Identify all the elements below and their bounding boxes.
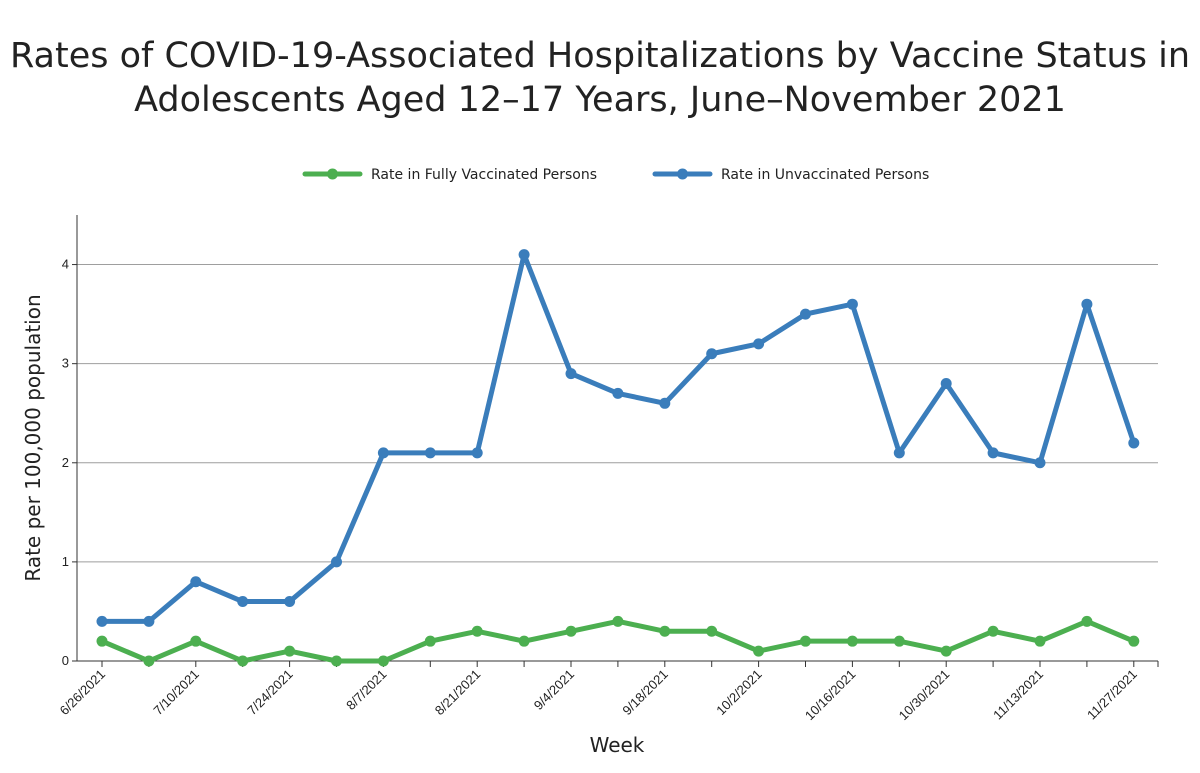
y-axis-title: Rate per 100,000 population (21, 294, 45, 581)
chart-title-line-2: Adolescents Aged 12–17 Years, June–Novem… (134, 80, 1066, 120)
data-point (143, 615, 155, 627)
data-point (190, 635, 202, 647)
data-point (377, 655, 389, 667)
data-point (237, 596, 249, 608)
x-tick-label: 11/13/2021 (990, 667, 1046, 723)
data-point (377, 447, 389, 459)
data-point (518, 249, 530, 261)
legend-swatch-marker (677, 168, 688, 180)
data-point (518, 635, 530, 647)
legend-item-2[interactable]: Rate in Unvaccinated Persons (652, 167, 929, 183)
axes: 0 1 2 3 4 6/26/2021 7/10/2021 7/24/2021 8/7/2021… (57, 215, 1159, 724)
data-point (424, 635, 436, 647)
data-point (612, 387, 624, 399)
series-line-1 (99, 618, 1137, 664)
x-tick-label: 10/2/2021 (713, 667, 765, 719)
data-point (753, 338, 765, 350)
legend-swatch-marker (327, 168, 338, 180)
data-point (237, 655, 249, 667)
data-point (143, 655, 155, 667)
data-point (1128, 635, 1140, 647)
data-point (846, 298, 858, 310)
x-axis-title: Week (590, 733, 645, 757)
x-tick-label: 9/4/2021 (531, 667, 577, 713)
y-tick-label: 1 (62, 554, 69, 569)
data-point (331, 556, 342, 568)
legend-label: Rate in Unvaccinated Persons (721, 167, 929, 183)
y-tick-label: 0 (62, 653, 69, 668)
data-point (1081, 615, 1093, 627)
data-point (96, 635, 108, 647)
data-point (940, 377, 952, 389)
data-point (190, 576, 202, 588)
data-point (331, 655, 342, 667)
data-point (471, 625, 483, 637)
x-tick-label: 8/7/2021 (343, 667, 389, 713)
series-line-2 (99, 252, 1137, 624)
data-point (893, 447, 905, 459)
y-tick-label: 2 (62, 455, 69, 470)
data-point (424, 447, 436, 459)
data-point (706, 348, 718, 360)
gridlines (77, 264, 1158, 563)
data-point (846, 635, 858, 647)
data-point (659, 397, 671, 409)
data-point (987, 625, 999, 637)
data-point (284, 596, 296, 608)
chart-title-line-1: Rates of COVID-19-Associated Hospitaliza… (9, 36, 1191, 76)
data-point (800, 308, 811, 320)
data-point (659, 625, 671, 637)
x-tick-label: 6/26/2021 (57, 667, 109, 719)
legend-label: Rate in Fully Vaccinated Persons (371, 167, 597, 183)
data-point (987, 447, 999, 459)
data-point (565, 625, 577, 637)
x-tick-label: 7/24/2021 (244, 667, 296, 719)
x-tick-label: 7/10/2021 (150, 667, 202, 719)
x-tick-label: 10/16/2021 (802, 667, 859, 724)
x-tick-label: 9/18/2021 (619, 667, 671, 719)
data-point (1034, 457, 1046, 469)
y-tick-label: 3 (62, 356, 69, 371)
data-point (940, 645, 952, 657)
data-point (96, 615, 108, 627)
x-tick-label: 10/30/2021 (896, 667, 953, 724)
legend-item-1[interactable]: Rate in Fully Vaccinated Persons (302, 167, 597, 183)
x-tick-label: 11/27/2021 (1084, 667, 1140, 723)
data-point (706, 625, 718, 637)
data-point (1081, 298, 1093, 310)
data-point (284, 645, 296, 657)
series-lines (96, 249, 1140, 667)
y-tick-label: 4 (62, 257, 69, 272)
data-point (1128, 437, 1140, 449)
data-point (565, 368, 577, 380)
data-point (1034, 635, 1046, 647)
data-point (471, 447, 483, 459)
data-point (893, 635, 905, 647)
legend[interactable]: Rate in Fully Vaccinated Persons Rate in … (302, 167, 929, 183)
data-point (753, 645, 765, 657)
chart-title: Rates of COVID-19-Associated Hospitaliza… (0, 34, 1200, 122)
data-point (612, 615, 624, 627)
data-point (800, 635, 811, 647)
x-tick-label: 8/21/2021 (432, 667, 484, 719)
